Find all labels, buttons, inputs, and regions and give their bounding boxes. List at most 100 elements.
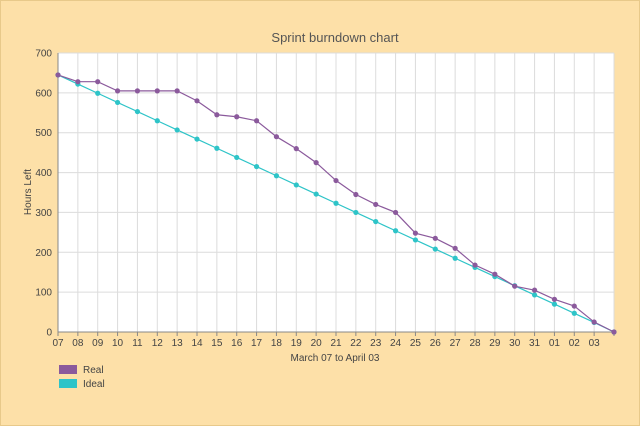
y-tick-label: 400 [35,168,52,179]
x-axis-label: March 07 to April 03 [291,353,380,364]
x-tick-label: 13 [172,338,184,349]
x-tick-label: 27 [450,338,462,349]
point-real [572,303,577,308]
point-real [55,72,60,77]
x-tick-label: 21 [330,338,342,349]
point-real [115,88,120,93]
point-real [532,288,537,293]
x-tick-label: 07 [52,338,64,349]
y-axis-ticks: 0 100 200 300 400 500 600 700 [35,49,52,339]
x-tick-label: 18 [271,338,283,349]
x-tick-label: 30 [509,338,521,349]
x-tick-label: 12 [152,338,164,349]
x-tick-label: 29 [489,338,501,349]
point-real [294,146,299,151]
point-ideal [155,118,160,123]
point-real [492,272,497,277]
point-ideal [353,210,358,215]
y-tick-label: 100 [35,288,52,299]
x-tick-label: 02 [569,338,581,349]
point-ideal [572,311,577,316]
point-ideal [115,100,120,105]
y-tick-label: 300 [35,208,52,219]
point-real [353,192,358,197]
point-ideal [453,256,458,261]
point-real [95,79,100,84]
point-real [413,231,418,236]
point-ideal [393,228,398,233]
x-tick-label: 23 [370,338,382,349]
point-real [552,297,557,302]
x-tick-label: 16 [231,338,243,349]
x-tick-label: 03 [589,338,601,349]
x-tick-label: 24 [390,338,402,349]
legend-label-real: Real [83,365,104,376]
x-tick-label: 25 [410,338,422,349]
x-tick-label: 09 [92,338,104,349]
point-real [155,88,160,93]
point-real [611,329,616,334]
point-real [135,88,140,93]
point-ideal [413,237,418,242]
point-real [214,112,219,117]
point-ideal [333,201,338,206]
x-tick-label: 15 [211,338,223,349]
grid [58,53,614,332]
point-ideal [214,146,219,151]
x-tick-label: 31 [529,338,541,349]
point-ideal [433,246,438,251]
point-ideal [552,302,557,307]
x-tick-label: 22 [350,338,362,349]
x-tick-label: 20 [311,338,323,349]
point-real [472,262,477,267]
point-ideal [175,127,180,132]
point-real [175,88,180,93]
legend-label-ideal: Ideal [83,379,105,390]
point-real [433,236,438,241]
point-ideal [194,136,199,141]
legend-swatch-real [59,365,77,374]
legend-swatch-ideal [59,379,77,388]
x-tick-label: 11 [132,338,143,349]
point-ideal [274,173,279,178]
point-real [592,319,597,324]
x-tick-label: 08 [72,338,84,349]
point-real [453,246,458,251]
point-ideal [254,164,259,169]
point-ideal [95,91,100,96]
y-tick-label: 700 [35,49,52,60]
x-tick-label: 14 [191,338,203,349]
y-tick-label: 600 [35,88,52,99]
point-real [373,202,378,207]
x-tick-label: 01 [549,338,561,349]
x-tick-label: 10 [112,338,124,349]
y-tick-label: 500 [35,128,52,139]
y-axis-label: Hours Left [23,169,34,215]
point-ideal [294,182,299,187]
point-ideal [373,219,378,224]
point-real [194,98,199,103]
y-tick-label: 200 [35,248,52,259]
point-real [234,114,239,119]
x-tick-label: 28 [469,338,481,349]
point-ideal [314,191,319,196]
x-tick-label: 26 [430,338,442,349]
point-real [75,79,80,84]
x-tick-label: 19 [291,338,303,349]
point-ideal [135,109,140,114]
y-tick-label: 0 [46,328,52,339]
point-real [314,160,319,165]
x-tick-label: 17 [251,338,263,349]
point-real [393,210,398,215]
point-real [333,178,338,183]
point-real [512,284,517,289]
point-ideal [532,292,537,297]
point-ideal [234,155,239,160]
point-real [254,118,259,123]
point-real [274,134,279,139]
x-axis-ticks: 07 08 09 10 11 12 13 14 15 16 17 18 19 20 21 22 23 24 25 26… [52,338,600,349]
legend: Real Ideal [59,365,105,390]
chart-title: Sprint burndown chart [271,30,399,45]
